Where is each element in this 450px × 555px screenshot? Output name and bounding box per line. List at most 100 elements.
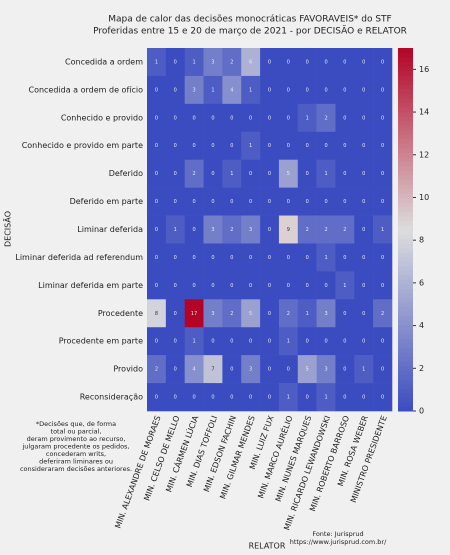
cell-label: 2: [287, 311, 290, 317]
y-tick-label: Liminar deferida: [77, 225, 143, 234]
cell-label: 0: [268, 87, 271, 93]
colorbar-segment: [398, 361, 413, 367]
heatmap-cell: [373, 243, 393, 272]
heatmap-cell: [297, 131, 317, 160]
heatmap-cell: [260, 75, 280, 105]
cell-label: 0: [362, 115, 365, 121]
colorbar-segment: [398, 333, 413, 339]
cell-label: 0: [193, 115, 196, 121]
cell-label: 0: [230, 199, 233, 205]
heatmap-cell: [316, 48, 336, 77]
colorbar-segment: [398, 274, 413, 280]
colorbar-segment: [398, 97, 413, 103]
cell-label: 5: [306, 367, 309, 373]
heatmap-cell: [241, 271, 261, 300]
colorbar-segment: [398, 48, 413, 54]
heatmap-cell: [260, 103, 280, 133]
heatmap-cell: [297, 243, 317, 272]
heatmap-cell: [278, 75, 299, 105]
heatmap-cell: [260, 159, 280, 188]
heatmap-cell: [278, 103, 299, 133]
cell-label: 7: [211, 367, 214, 373]
cell-label: 0: [381, 367, 384, 373]
cell-label: 0: [268, 283, 271, 289]
cell-label: 3: [193, 87, 196, 93]
cell-label: 4: [230, 87, 233, 93]
cell-label: 0: [324, 87, 327, 93]
heatmap-cell: [373, 271, 393, 300]
heatmap-cell: [222, 215, 242, 244]
cell-label: 0: [211, 143, 214, 149]
colorbar-segment: [398, 252, 413, 258]
cell-label: 0: [343, 199, 346, 205]
heatmap-cell: [335, 103, 355, 133]
colorbar-segment: [398, 352, 413, 358]
heatmap-cell: [260, 131, 280, 160]
cell-label: 0: [381, 59, 384, 65]
heatmap-cell: [278, 187, 299, 216]
y-tick-label: Conhecido e provido: [61, 113, 143, 122]
heatmap-cell: [184, 103, 204, 133]
footnote: consideraram decisões anteriores.: [20, 465, 132, 473]
heatmap-cell: [316, 75, 336, 105]
cell-label: 0: [306, 395, 309, 401]
cell-label: 0: [287, 255, 290, 261]
colorbar-segment: [398, 256, 413, 262]
heatmap-cell: [165, 271, 185, 300]
heatmap-cell: [203, 383, 223, 412]
cell-label: 0: [155, 87, 158, 93]
heatmap-cell: [241, 383, 261, 412]
heatmap-cell: [373, 383, 393, 412]
colorbar-segment: [398, 179, 413, 185]
colorbar-segment: [398, 383, 413, 389]
x-axis-label: RELATOR: [249, 542, 286, 551]
heatmap-cell: [222, 327, 242, 356]
heatmap-cell: [373, 131, 393, 160]
heatmap-cell: [184, 215, 204, 244]
colorbar-segment: [398, 288, 413, 294]
cell-label: 0: [174, 255, 177, 261]
colorbar-segment: [398, 238, 413, 244]
colorbar-segment: [398, 338, 413, 344]
heatmap-cell: [165, 327, 185, 356]
cell-label: 0: [381, 395, 384, 401]
heatmap-cell: [241, 75, 261, 105]
y-tick-label: Liminar deferida em parte: [38, 281, 143, 290]
heatmap-cell: [165, 48, 185, 77]
heatmap-cell: [278, 215, 299, 244]
colorbar-segment: [398, 88, 413, 94]
cell-label: 0: [174, 339, 177, 345]
cell-label: 0: [230, 339, 233, 345]
colorbar-segment: [398, 129, 413, 135]
cell-label: 3: [324, 311, 327, 317]
cell-label: 0: [249, 395, 252, 401]
colorbar-segment: [398, 188, 413, 194]
heatmap-cell: [260, 243, 280, 272]
cell-label: 0: [362, 87, 365, 93]
cell-label: 2: [230, 311, 233, 317]
cell-label: 2: [155, 367, 158, 373]
cell-label: 1: [324, 255, 327, 261]
colorbar-segment: [398, 311, 413, 317]
heatmap-cell: [184, 355, 204, 384]
colorbar-segment: [398, 374, 413, 380]
cell-label: 0: [287, 115, 290, 121]
heatmap-cell: [165, 75, 185, 105]
colorbar-segment: [398, 306, 413, 312]
heatmap-cell: [147, 103, 167, 133]
colorbar-segment: [398, 283, 413, 289]
heatmap-cell: [373, 215, 393, 244]
cell-label: 2: [306, 227, 309, 233]
heatmap-cell: [278, 299, 299, 328]
heatmap-cell: [278, 159, 299, 188]
cell-label: 0: [249, 171, 252, 177]
heatmap-cell: [222, 103, 242, 133]
cell-label: 0: [174, 311, 177, 317]
heatmap-cell: [297, 215, 317, 244]
heatmap-cell: [297, 355, 317, 384]
cell-label: 8: [155, 311, 158, 317]
heatmap-cell: [147, 131, 167, 160]
heatmap-cell: [278, 243, 299, 272]
heatmap-cell: [241, 215, 261, 244]
